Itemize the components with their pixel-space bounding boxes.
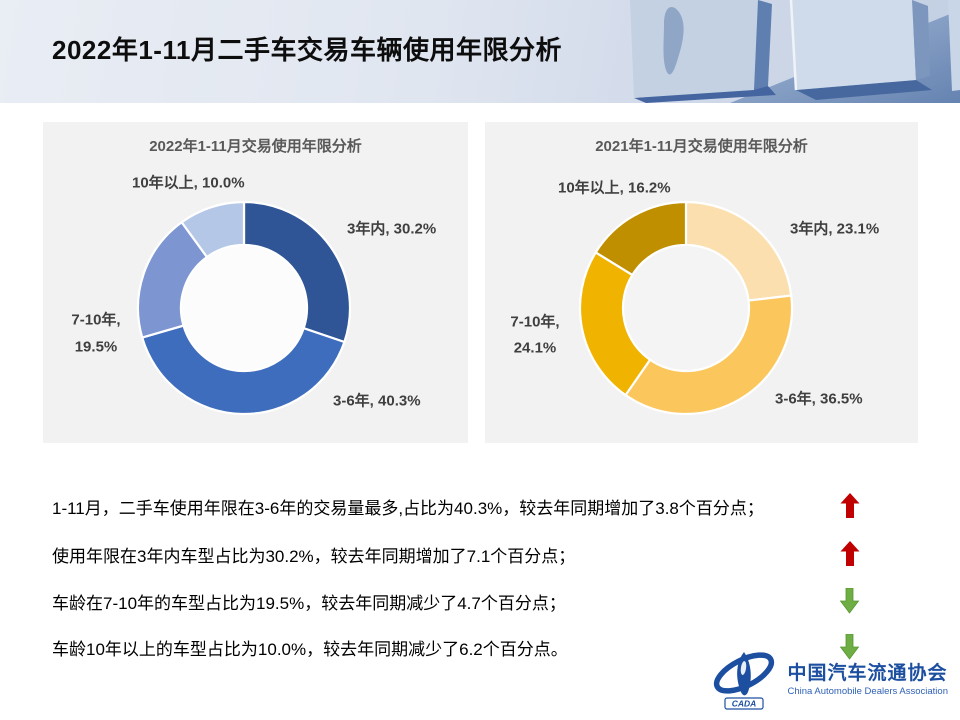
summary-line: 车龄10年以上的车型占比为10.0%，较去年同期减少了6.2个百分点。	[52, 630, 920, 664]
up-arrow-shape	[840, 493, 860, 518]
summary-line: 使用年限在3年内车型占比为30.2%，较去年同期增加了7.1个百分点；	[52, 537, 920, 571]
summary-line: 1-11月，二手车使用年限在3-6年的交易量最多,占比为40.3%，较去年同期增…	[52, 489, 920, 523]
trend-up-arrow	[840, 541, 860, 566]
summary-text: 车龄10年以上的车型占比为10.0%，较去年同期减少了6.2个百分点。	[52, 639, 568, 659]
donut-label-10年以上: 10年以上, 10.0%	[132, 174, 245, 192]
chart-title-2021: 2021年1-11月交易使用年限分析	[595, 138, 808, 155]
donut-label-3年内: 3年内, 30.2%	[347, 220, 436, 238]
up-arrow-shape	[840, 541, 860, 566]
donut-label-7-10年: 7-10年, 19.5%	[71, 311, 120, 356]
chart-card-2021: 2021年1-11月交易使用年限分析 3年内, 23.1% 3-6年, 36.5%…	[485, 122, 918, 443]
donut-segment-3-6年	[140, 324, 346, 416]
chart-card-2022: 2022年1-11月交易使用年限分析 3年内, 30.2% 3-6年, 40.3%…	[43, 122, 468, 443]
logo-cn-text: 中国汽车流通协会	[787, 663, 948, 685]
donut-label-3年内: 3年内, 23.1%	[790, 220, 879, 238]
donut-segment-10年以上	[594, 200, 688, 277]
donut-label-3-6年: 3-6年, 40.3%	[333, 392, 421, 410]
summary-text: 1-11月，二手车使用年限在3-6年的交易量最多,占比为40.3%，较去年同期增…	[52, 498, 764, 518]
summary-line: 车龄在7-10年的车型占比为19.5%，较去年同期减少了4.7个百分点；	[52, 584, 920, 618]
down-arrow-shape	[840, 634, 860, 660]
donut-segment-3年内	[242, 200, 352, 344]
chart-title-2022: 2022年1-11月交易使用年限分析	[149, 138, 362, 155]
summary-text: 车龄在7-10年的车型占比为19.5%，较去年同期减少了4.7个百分点；	[52, 593, 566, 613]
header-cubes-graphic	[630, 0, 960, 103]
trend-up-arrow	[840, 493, 860, 518]
donut-segment-10年以上	[180, 200, 246, 259]
cada-emblem-icon: CADA	[714, 652, 775, 710]
logo-en-text: China Automobile Dealers Association	[787, 686, 948, 698]
donut-chart-2022: 3年内, 30.2% 3-6年, 40.3% 7-10年, 19.5% 10年以上, 1…	[71, 174, 436, 416]
page-title: 2022年1-11月二手车交易车辆使用年限分析	[52, 35, 562, 65]
donut-label-7-10年: 7-10年, 24.1%	[510, 313, 559, 357]
summary-block: 1-11月，二手车使用年限在3-6年的交易量最多,占比为40.3%，较去年同期增…	[52, 489, 920, 669]
trend-down-arrow	[840, 588, 860, 614]
donut-chart-2021: 3年内, 23.1% 3-6年, 36.5% 7-10年, 24.1% 10年以上, 1…	[510, 179, 879, 416]
donut-hole	[182, 246, 306, 370]
summary-text: 使用年限在3年内车型占比为30.2%，较去年同期增加了7.1个百分点；	[52, 546, 576, 566]
donut-label-3-6年: 3-6年, 36.5%	[775, 390, 863, 408]
down-arrow-shape	[840, 588, 860, 614]
trend-down-arrow	[840, 634, 860, 660]
cada-logo: CADA 中国汽车流通协会 China Automobile Dealers A…	[708, 652, 948, 710]
donut-segment-3-6年	[624, 294, 794, 416]
slide-header: 2022年1-11月二手车交易车辆使用年限分析	[0, 0, 960, 103]
donut-label-10年以上: 10年以上, 16.2%	[558, 179, 671, 197]
cada-badge-text: CADA	[732, 699, 757, 709]
donut-hole	[624, 246, 748, 370]
